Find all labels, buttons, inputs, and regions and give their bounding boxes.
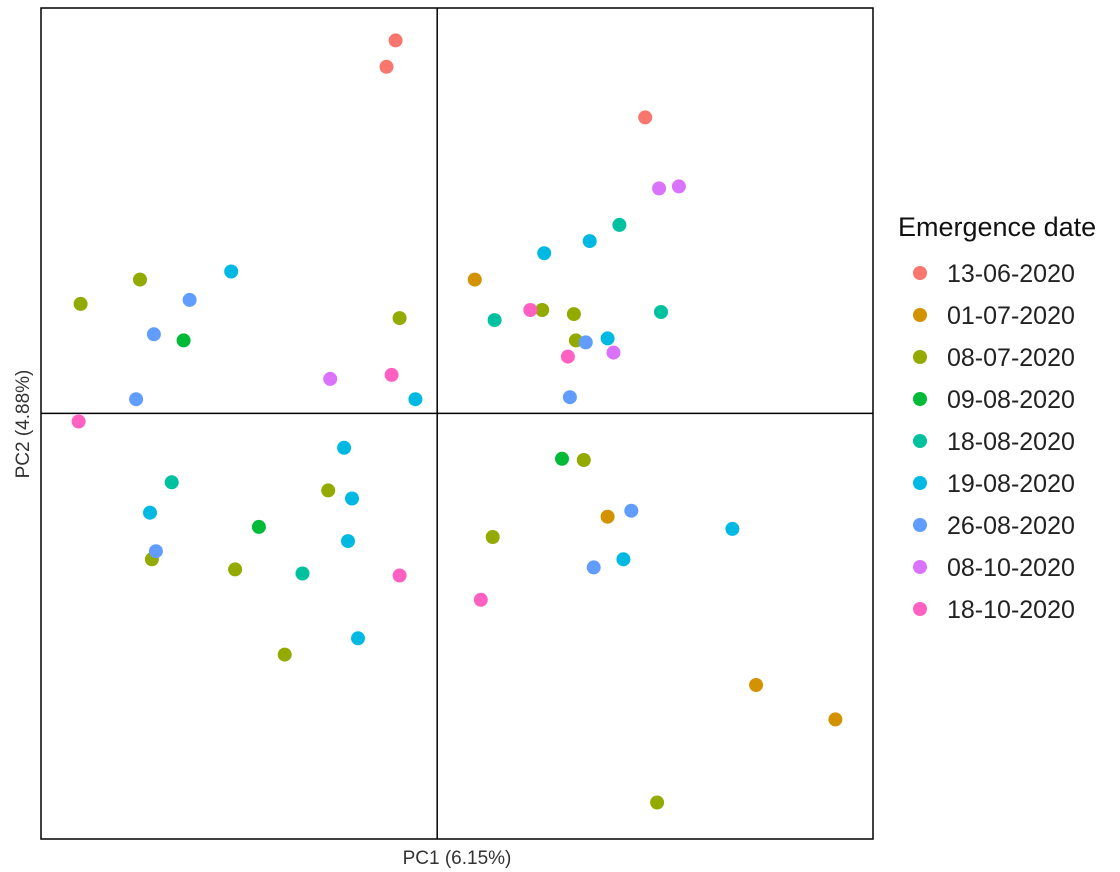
data-point [523,303,538,317]
data-point [467,272,482,287]
data-point [652,181,667,196]
data-point [487,313,502,328]
data-point [600,331,615,346]
legend-key [913,602,927,616]
data-point [600,509,615,524]
data-point [562,390,577,405]
data-point [345,491,359,506]
data-point [650,795,665,810]
data-point [295,566,310,581]
data-point [616,552,631,567]
data-points [71,33,843,810]
data-point [535,303,550,317]
x-axis-label: PC1 (6.15%) [403,848,512,869]
data-point [828,712,843,727]
data-point [408,392,423,407]
legend-label: 26-08-2020 [947,512,1075,540]
data-point [143,505,157,520]
data-point [537,246,552,261]
legend-label: 01-07-2020 [947,302,1075,330]
legend-title: Emergence date [898,212,1096,242]
legend-label: 08-10-2020 [947,554,1075,582]
y-axis-label: PC2 (4.88%) [13,370,34,479]
data-point [392,568,407,583]
data-point [485,530,500,544]
data-point [606,345,621,360]
data-point [321,483,336,498]
legend-key [913,476,927,490]
data-point [323,371,338,386]
data-point [71,414,86,429]
legend-key [913,350,927,364]
legend-label: 08-07-2020 [947,344,1075,372]
legend-key [913,392,927,406]
data-point [576,453,591,467]
data-point [555,451,569,466]
data-point [277,647,292,662]
data-point [341,534,355,549]
data-point [148,544,163,559]
data-point [129,392,144,407]
data-point [749,678,764,692]
data-point [566,307,581,322]
legend-label: 13-06-2020 [947,260,1075,288]
legend-key [913,518,927,532]
legend-key [913,266,927,280]
data-point [337,440,352,455]
data-point [73,296,88,311]
legend-label: 19-08-2020 [947,470,1075,498]
data-point [228,562,243,577]
data-point [146,327,161,342]
data-point [582,234,597,249]
data-point [224,264,239,279]
data-point [182,292,197,307]
data-point [164,475,179,490]
data-point [560,349,575,364]
data-point [612,217,627,232]
legend-key [913,434,927,448]
legend-label: 18-08-2020 [947,428,1075,456]
data-point [388,33,403,48]
data-point [725,521,740,536]
data-point [133,272,147,287]
data-point [586,560,601,575]
data-point [578,335,593,350]
data-point [624,503,639,518]
data-point [473,592,488,607]
data-point [351,631,365,646]
data-point [392,311,407,326]
data-point [671,179,686,194]
legend-items: 13-06-2020 01-07-2020 08-07-2020 09-08-2020… [913,260,1075,624]
legend: Emergence date 13-06-2020 01-07-2020 08-07… [898,212,1096,624]
legend-key [913,560,927,574]
legend-label: 18-10-2020 [947,596,1075,624]
plot-panel [40,7,874,840]
legend-key [913,308,927,322]
data-point [638,110,653,125]
data-point [251,519,266,534]
legend-label: 09-08-2020 [947,386,1075,414]
data-point [176,333,191,348]
data-point [384,367,399,382]
data-point [654,305,668,319]
data-point [379,59,394,74]
